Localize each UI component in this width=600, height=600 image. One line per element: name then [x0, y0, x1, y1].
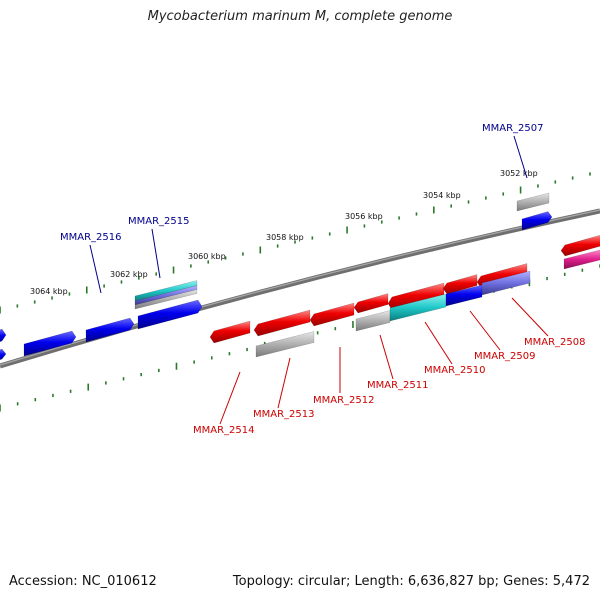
gene-block-reverse [560, 235, 600, 257]
gene-block-forward [445, 284, 483, 307]
gene-block-reverse [353, 293, 389, 314]
gene-block-reverse [209, 320, 251, 344]
gene-block-rna [389, 293, 447, 322]
tick-label: 3062 kbp [110, 270, 148, 279]
upper-scale-ruler [0, 172, 591, 314]
genome-summary-text: Topology: circular; Length: 6,636,827 bp… [232, 574, 590, 589]
gene-block-forward [23, 330, 77, 357]
gene-label: MMAR_2513 [253, 409, 315, 420]
gene-label: MMAR_2514 [193, 425, 255, 436]
gene-block-reverse [309, 302, 355, 327]
map-title: Mycobacterium marinum M, complete genome [147, 9, 453, 24]
gene-label: MMAR_2508 [524, 337, 586, 348]
gene-callout-line [424, 321, 453, 365]
gene-block-other [563, 249, 600, 270]
tick-label: 3060 kbp [188, 252, 226, 261]
accession-text: Accession: NC_010612 [9, 574, 157, 589]
gene-label: MMAR_2509 [474, 351, 536, 362]
gene-callout-line [219, 371, 241, 425]
gene-block-pseudo [255, 331, 315, 358]
gene-label: MMAR_2511 [367, 380, 429, 391]
gene-block-forward [0, 348, 7, 361]
gene-callout-line [89, 244, 102, 294]
gene-label: MMAR_2516 [60, 232, 122, 243]
gene-block-forward [521, 211, 553, 231]
gene-block-pseudo [134, 289, 198, 310]
gene-label: MMAR_2512 [313, 395, 375, 406]
gene-block-pseudo [355, 310, 391, 332]
tick-label: 3058 kbp [266, 233, 304, 242]
gene-callout-line [277, 357, 291, 409]
gene-block-other [481, 270, 531, 296]
genome-backbone-highlight [0, 209, 600, 366]
tick-label: 3056 kbp [345, 212, 383, 221]
tick-label: 3052 kbp [500, 169, 538, 178]
gene-callout-line [469, 310, 501, 351]
gene-block-forward [0, 328, 7, 343]
gene-label: MMAR_2515 [128, 216, 190, 227]
tick-label: 3054 kbp [423, 191, 461, 200]
gene-label: MMAR_2510 [424, 365, 486, 376]
gene-block-forward [137, 299, 203, 330]
gene-callout-line [513, 135, 528, 179]
genome-backbone [0, 208, 600, 369]
gene-callout-line [379, 334, 394, 380]
gene-callout-line [151, 228, 161, 279]
gene-block-forward [85, 317, 135, 343]
gene-block-pseudo [516, 192, 550, 212]
tick-label: 3064 kbp [30, 287, 68, 296]
gene-block-reverse [442, 274, 478, 295]
gene-block-reverse [253, 309, 311, 337]
gene-callout-line [511, 297, 549, 337]
gene-label: MMAR_2507 [482, 123, 544, 134]
